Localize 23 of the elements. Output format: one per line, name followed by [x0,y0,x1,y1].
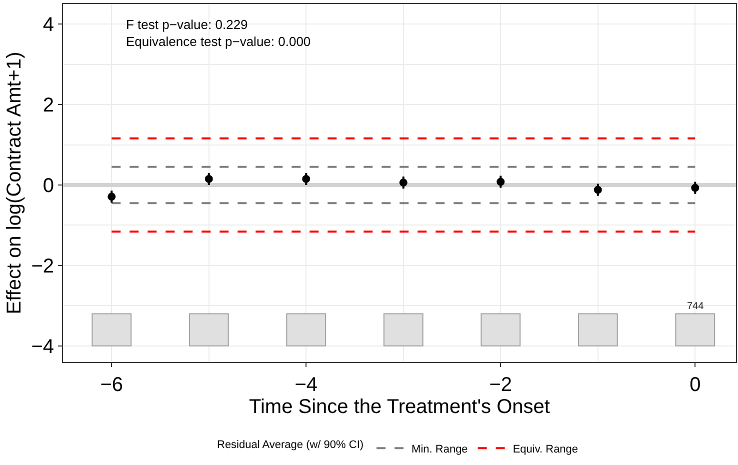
legend-label: Equiv. Range [512,443,578,456]
point [496,178,505,186]
legend-title: Residual Average (w/ 90% CI) [217,438,364,451]
x-tick-label: −4 [294,374,318,396]
y-tick-label: 2 [42,94,54,117]
point [691,184,700,192]
y-tick-label: −2 [31,255,54,278]
legend-label: Min. Range [412,443,468,456]
point [594,186,602,194]
point [108,192,116,201]
y-tick-label: 0 [42,175,54,198]
y-tick-label: −4 [31,336,54,358]
x-axis-title: Time Since the Treatment's Onset [249,396,550,418]
x-tick-label: −2 [489,374,512,396]
x-tick-label: 0 [690,374,701,396]
point [302,174,310,183]
point [204,174,213,183]
point [399,178,408,187]
annotation: F test p−value: 0.229 Equivalence test p−value: 0.000 [126,17,311,49]
annotation: 744 [687,301,704,312]
x-tick-label: −6 [100,374,124,396]
y-tick-label: 4 [42,14,54,36]
y-axis-title: Effect on log(Contract Amt+1) [4,52,26,314]
